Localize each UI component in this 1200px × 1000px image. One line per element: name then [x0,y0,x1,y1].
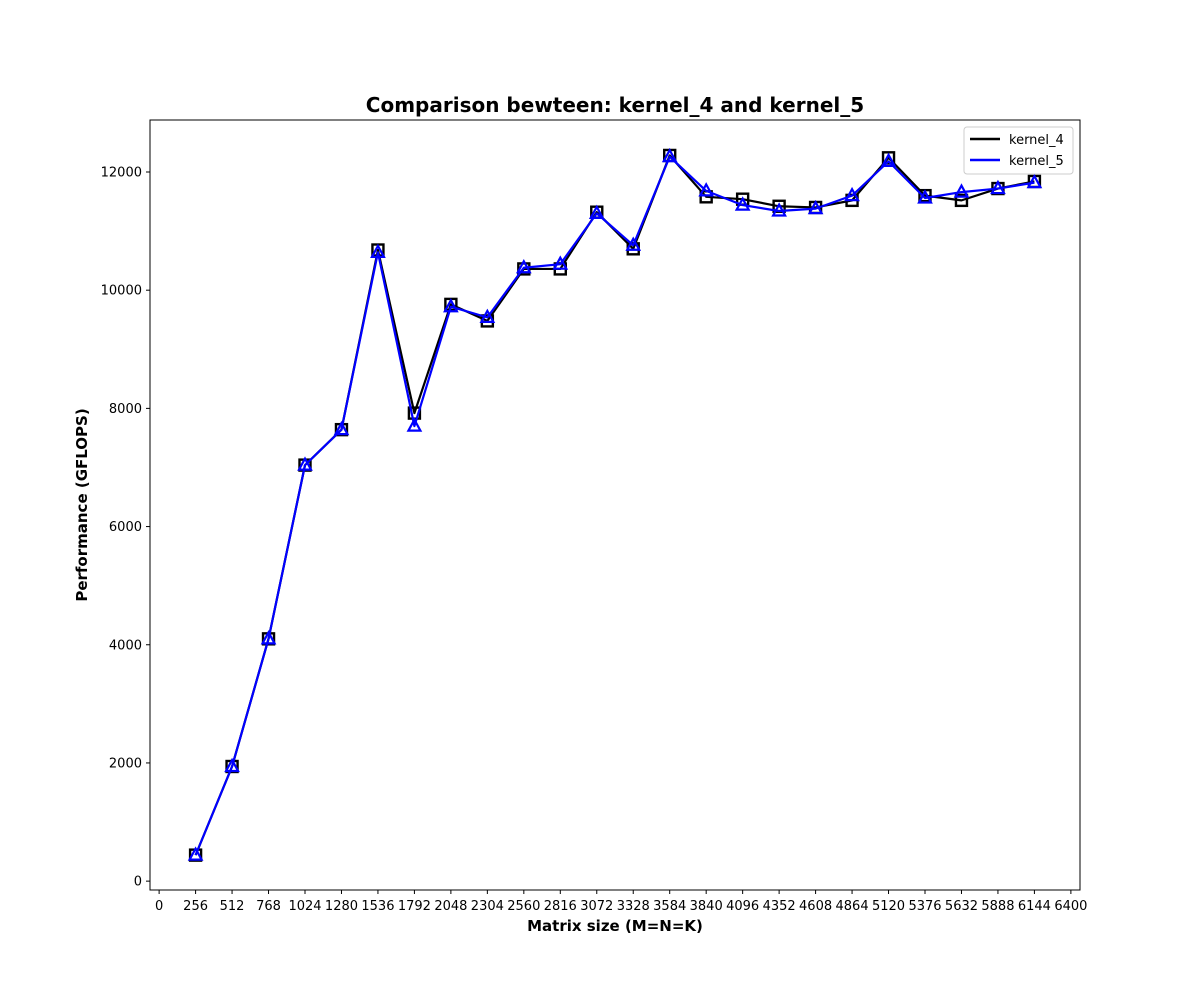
x-tick-label: 4608 [799,899,832,914]
data-point-kernel_5 [333,420,350,436]
data-point-kernel_5 [406,417,423,432]
x-tick-label: 5888 [981,899,1014,914]
data-point-kernel_5 [443,297,459,313]
legend: kernel_4 kernel_5 [963,126,1074,175]
data-point-kernel_5 [588,204,605,219]
x-axis-label: Matrix size (M=N=K) [527,917,703,935]
legend-label-kernel_4: kernel_4 [1009,133,1064,148]
data-point-kernel_5 [734,196,751,211]
x-tick-label: 1024 [288,899,321,914]
x-tick-label: 4096 [726,899,759,914]
series-line-kernel_4 [194,154,1035,856]
data-point-kernel_5 [515,258,532,274]
x-tick-label: 1280 [325,899,358,914]
x-tick-label: 2304 [471,899,504,914]
y-tick-label: 0 [134,875,142,890]
data-point-kernel_5 [260,630,277,645]
y-axis-label: Performance (GFLOPS) [73,408,91,601]
y-tick-label: 4000 [109,638,142,653]
x-tick-label: 2560 [507,899,540,914]
plot-frame [149,119,1081,891]
x-tick-label: 512 [220,899,245,914]
data-point-kernel_5 [771,202,787,217]
x-tick-label: 6144 [1018,899,1051,914]
x-tick-label: 256 [183,899,208,914]
data-point-kernel_5 [844,186,860,202]
legend-label-kernel_5: kernel_5 [1009,154,1064,169]
x-tick-label: 3840 [690,899,723,914]
x-tick-label: 5120 [872,899,905,914]
x-tick-label: 4864 [836,899,869,914]
y-tick-label: 10000 [101,284,142,299]
chart-title: Comparison bewteen: kernel_4 and kernel_… [366,93,864,117]
data-point-kernel_5 [370,243,386,258]
data-point-kernel_5 [187,846,204,861]
y-tick-label: 12000 [101,166,142,181]
x-tick-label: 1792 [398,899,431,914]
data-point-kernel_4 [881,151,896,165]
x-tick-label: 3072 [580,899,613,914]
data-point-kernel_5 [297,456,313,471]
x-tick-label: 6400 [1054,899,1087,914]
x-tick-label: 2048 [434,899,467,914]
x-tick-label: 1536 [361,899,394,914]
data-point-kernel_5 [1026,173,1043,189]
data-point-kernel_5 [880,152,897,167]
x-tick-label: 2816 [544,899,577,914]
y-tick-label: 2000 [109,756,142,771]
data-point-kernel_5 [807,199,824,215]
data-point-kernel_5 [990,179,1006,195]
x-tick-label: 5376 [908,899,941,914]
x-tick-label: 768 [256,899,281,914]
plot-area: 0 256 512 768 1024 1280 1536 1792 2048 2304 2560 28… [101,119,1087,914]
data-point-kernel_5 [625,236,642,251]
data-point-kernel_5 [552,255,569,270]
x-tick-label: 3584 [653,899,686,914]
data-point-kernel_5 [917,189,933,204]
series-line-kernel_5 [194,155,1035,856]
data-point-kernel_5 [479,308,496,323]
y-tick-label: 8000 [109,402,142,417]
x-tick-label: 4352 [763,899,796,914]
y-tick-label: 6000 [109,520,142,535]
x-tick-label: 3328 [617,899,650,914]
x-tick-label: 0 [155,899,163,914]
data-point-kernel_5 [698,182,715,197]
x-tick-label: 5632 [945,899,978,914]
data-point-kernel_5 [224,757,240,773]
data-point-kernel_4 [954,193,969,208]
data-point-kernel_5 [661,147,678,163]
data-point-kernel_5 [953,183,970,198]
